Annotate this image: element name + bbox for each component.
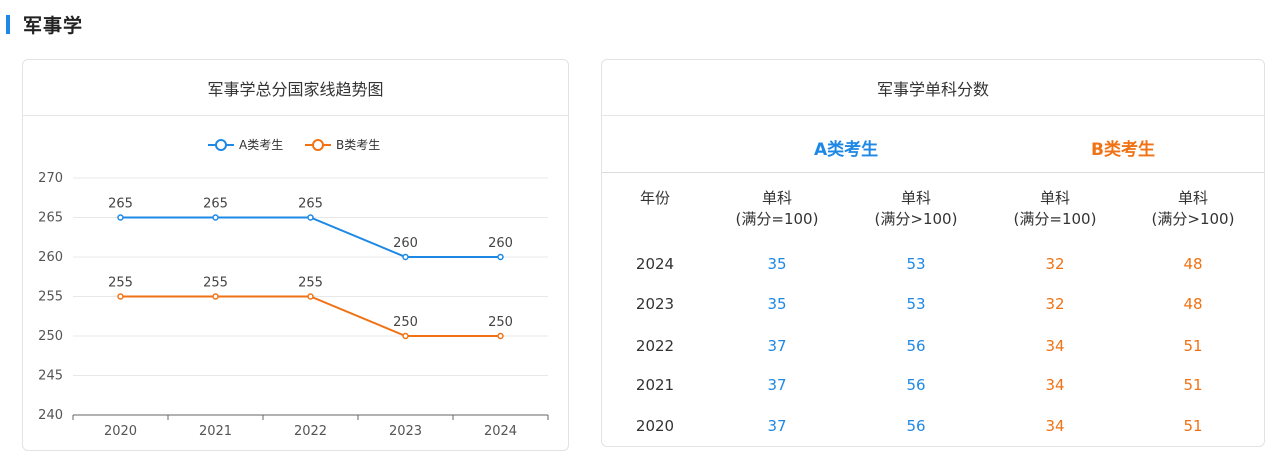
cell-b2: 48 <box>1183 255 1203 273</box>
x-tick-label: 2024 <box>484 424 517 439</box>
data-point <box>307 293 314 300</box>
section-accent-bar <box>6 14 10 34</box>
table-card-title: 军事学单科分数 <box>602 60 1264 116</box>
data-label: 260 <box>488 236 513 251</box>
trend-line-chart: 240 245 250 255 260 265 270 2020 2021 2022 2023 202… <box>38 138 549 439</box>
data-label: 265 <box>203 197 228 212</box>
data-point <box>402 253 409 261</box>
x-tick-label: 2022 <box>294 424 327 439</box>
cell-b1: 34 <box>1045 337 1065 355</box>
cell-a2: 53 <box>906 295 926 313</box>
y-tick-label: 240 <box>38 408 63 423</box>
group-b-label: B类考生 <box>1091 140 1155 160</box>
legend-label: A类考生 <box>239 138 283 152</box>
cell-b2: 51 <box>1183 337 1203 355</box>
data-point <box>497 332 504 340</box>
cell-b2: 51 <box>1183 417 1203 435</box>
cell-a2: 56 <box>906 376 926 394</box>
table-row: 2021 37 56 34 51 <box>602 365 1264 405</box>
cell-a2: 56 <box>906 337 926 355</box>
data-point <box>497 253 504 261</box>
y-tick-label: 265 <box>38 211 63 226</box>
header-a-over100: 单科 (满分>100) <box>874 189 958 228</box>
group-a-label: A类考生 <box>814 140 879 160</box>
x-tick-label: 2023 <box>389 424 422 439</box>
section-header: 军事学 <box>6 13 84 37</box>
legend-marker <box>312 139 324 151</box>
y-tick-label: 255 <box>38 290 63 305</box>
cell-year: 2023 <box>635 295 675 313</box>
cell-a1: 35 <box>767 255 787 273</box>
cell-b2: 48 <box>1183 295 1203 313</box>
cell-a1: 37 <box>767 337 787 355</box>
legend-label: B类考生 <box>336 138 380 152</box>
section-title: 军事学 <box>23 14 84 37</box>
y-tick-label: 270 <box>38 171 63 186</box>
x-tick-label: 2021 <box>199 424 232 439</box>
data-label: 265 <box>108 197 133 212</box>
data-label: 265 <box>298 197 323 212</box>
cell-b2: 51 <box>1183 376 1203 394</box>
cell-a1: 37 <box>767 417 787 435</box>
data-label: 250 <box>393 315 418 330</box>
header-year: 年份 <box>639 189 670 207</box>
cell-b1: 32 <box>1045 295 1065 313</box>
data-label: 255 <box>108 276 133 291</box>
data-point <box>212 214 219 221</box>
cell-year: 2022 <box>635 337 675 355</box>
single-subject-card: 军事学单科分数 A类考生 B类考生 年份 单科 (满分=100) 单科 (满分>10… <box>601 59 1265 447</box>
cell-year: 2020 <box>635 417 675 435</box>
table-row: 2023 35 53 32 48 <box>602 284 1264 324</box>
data-point <box>307 214 314 221</box>
cell-b1: 34 <box>1045 417 1065 435</box>
data-label: 255 <box>298 276 323 291</box>
legend-marker <box>215 139 227 151</box>
cell-a1: 35 <box>767 295 787 313</box>
header-a-full100: 单科 (满分=100) <box>735 189 819 228</box>
trend-chart-card: 军事学总分国家线趋势图 240 245 250 255 260 265 270 2020 202… <box>22 59 569 451</box>
cell-a2: 56 <box>906 417 926 435</box>
series-line <box>120 295 501 337</box>
y-tick-label: 245 <box>38 369 63 384</box>
cell-year: 2024 <box>635 255 675 273</box>
group-header-row: A类考生 B类考生 <box>602 116 1264 173</box>
data-label: 250 <box>488 315 513 330</box>
cell-b1: 34 <box>1045 376 1065 394</box>
data-point <box>212 293 219 300</box>
cell-a2: 53 <box>906 255 926 273</box>
y-tick-label: 260 <box>38 250 63 265</box>
series-line <box>120 216 501 258</box>
data-point <box>117 214 124 221</box>
x-tick-label: 2020 <box>104 424 137 439</box>
y-tick-label: 250 <box>38 329 63 344</box>
cell-year: 2021 <box>635 376 675 394</box>
data-point <box>402 332 409 340</box>
table-row: 2020 37 56 34 51 <box>602 406 1264 446</box>
data-point <box>117 293 124 300</box>
cell-a1: 37 <box>767 376 787 394</box>
cell-b1: 32 <box>1045 255 1065 273</box>
data-label: 260 <box>393 236 418 251</box>
data-label: 255 <box>203 276 228 291</box>
chart-card-title: 军事学总分国家线趋势图 <box>23 60 568 116</box>
header-b-over100: 单科 (满分>100) <box>1151 189 1235 228</box>
table-row: 2024 35 53 32 48 <box>602 244 1264 284</box>
header-b-full100: 单科 (满分=100) <box>1013 189 1097 228</box>
table-row: 2022 37 56 34 51 <box>602 326 1264 366</box>
table-header-row: 年份 单科 (满分=100) 单科 (满分>100) 单科 (满分=100) 单科 (满… <box>602 173 1264 233</box>
